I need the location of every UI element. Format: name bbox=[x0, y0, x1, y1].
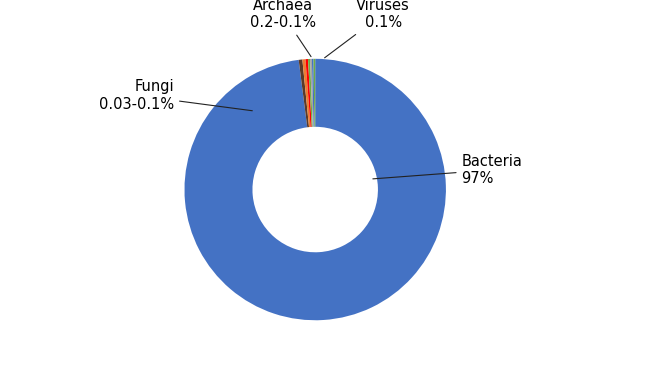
Wedge shape bbox=[312, 59, 315, 127]
Wedge shape bbox=[185, 59, 446, 320]
Text: Bacteria
97%: Bacteria 97% bbox=[373, 154, 523, 186]
Text: Fungi
0.03-0.1%: Fungi 0.03-0.1% bbox=[99, 79, 252, 112]
Wedge shape bbox=[306, 59, 312, 127]
Wedge shape bbox=[302, 59, 311, 127]
Text: Archaea
0.2-0.1%: Archaea 0.2-0.1% bbox=[250, 0, 315, 57]
Wedge shape bbox=[313, 59, 315, 127]
Wedge shape bbox=[308, 59, 313, 127]
Text: Viruses
0.1%: Viruses 0.1% bbox=[324, 0, 410, 58]
Wedge shape bbox=[298, 59, 309, 127]
Wedge shape bbox=[310, 59, 313, 127]
